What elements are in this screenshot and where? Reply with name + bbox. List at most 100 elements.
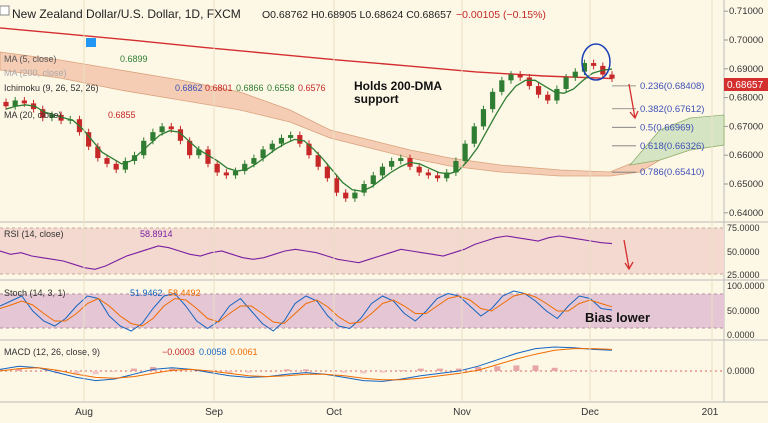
rsi-axis-label: 75.0000 xyxy=(727,223,760,233)
candle-body xyxy=(416,166,422,173)
macd-signal-value: 0.0061 xyxy=(230,347,258,357)
candle-body xyxy=(480,109,487,127)
macd-histogram-bar xyxy=(456,368,462,371)
ma200-legend-label: MA (200, close) xyxy=(4,68,67,78)
candle-body xyxy=(214,163,220,173)
candle-body xyxy=(572,71,578,78)
stoch-k-polyline xyxy=(0,290,613,332)
time-tick-label: Sep xyxy=(205,407,223,418)
macd-axis-label: 0.0000 xyxy=(727,366,755,376)
macd-histogram-bar xyxy=(609,371,615,372)
candle-body xyxy=(122,160,128,170)
rsi-band xyxy=(0,228,724,274)
candle-body xyxy=(251,158,257,164)
candle-body xyxy=(21,100,27,104)
price-tick-label: 0.67000 xyxy=(729,121,763,132)
stoch-legend-label: Stoch (14, 3, 1) xyxy=(4,288,66,298)
candle-body xyxy=(260,149,266,159)
stoch-band xyxy=(0,294,724,328)
price-tick-label: 0.65000 xyxy=(729,179,763,190)
candle-body xyxy=(141,140,147,156)
candle-body xyxy=(398,158,404,161)
fib-level-label: 0.786(0.65410) xyxy=(640,167,704,178)
candle-body xyxy=(40,109,46,118)
macd-histogram-bar xyxy=(303,369,309,371)
candle-body xyxy=(159,126,165,133)
ma5-polyline xyxy=(5,68,613,192)
candle-body xyxy=(425,172,431,176)
candle-body xyxy=(563,77,569,89)
rsi-down-arrow-icon xyxy=(624,261,634,271)
chart-title: New Zealand Dollar/U.S. Dollar, 1D, FXCM xyxy=(12,7,241,21)
stoch-d-polyline xyxy=(0,292,613,327)
macd-histogram-bar xyxy=(341,371,348,373)
stoch-k-value: 51.9462 xyxy=(130,288,163,298)
time-axis-labels: Aug Sep Oct Nov Dec 201 xyxy=(75,407,719,418)
ichimoku-v3: 0.6866 xyxy=(236,83,264,93)
bias-annotation: Bias lower xyxy=(585,310,650,325)
candle-body xyxy=(113,163,119,170)
candle-body xyxy=(490,91,496,110)
macd-histogram-bar xyxy=(436,368,443,371)
macd-histogram-bar xyxy=(245,371,252,373)
macd-lines xyxy=(0,346,724,382)
time-tick-label: Nov xyxy=(453,407,471,418)
stoch-d-value: 58.4492 xyxy=(168,288,201,298)
macd-histogram-bar xyxy=(130,368,137,371)
macd-histogram-bar xyxy=(0,369,3,371)
macd-histogram-bar xyxy=(532,365,539,371)
candle-body xyxy=(58,114,64,121)
macd-histogram-bar xyxy=(73,371,80,375)
fib-level-label: 0.236(0.68408) xyxy=(640,81,704,92)
candle-body xyxy=(288,135,294,138)
macd-histogram-bar xyxy=(398,370,405,371)
macd-histogram-bar xyxy=(551,367,558,371)
candle-body xyxy=(591,63,597,66)
time-tick-label: Oct xyxy=(326,407,342,418)
ichimoku-cloud-bull xyxy=(628,114,725,166)
candle-body xyxy=(306,143,312,156)
macd-histogram-bar xyxy=(111,371,118,372)
candle-body xyxy=(3,101,9,107)
macd-histogram-bar xyxy=(475,367,482,371)
ma5-legend-label: MA (5, close) xyxy=(4,54,57,64)
macd-histogram-bar xyxy=(226,371,233,374)
eye-icon[interactable] xyxy=(86,38,96,47)
candle-body xyxy=(49,114,55,118)
macd-histogram-bar xyxy=(570,370,577,371)
candle-body xyxy=(389,160,395,167)
fib-level-label: 0.618(0.66326) xyxy=(640,141,704,152)
candle-body xyxy=(168,126,174,130)
candle-body xyxy=(434,175,441,179)
candle-body xyxy=(269,143,275,150)
candle-body xyxy=(379,166,386,176)
candle-body xyxy=(333,178,340,193)
candle-body xyxy=(242,163,248,172)
time-tick-label: Aug xyxy=(75,407,93,418)
candle-body xyxy=(196,149,202,156)
ichimoku-v4: 0.6558 xyxy=(267,83,295,93)
candle-body xyxy=(86,132,92,147)
rsi-axis-label: 50.0000 xyxy=(727,247,760,257)
candle-body xyxy=(554,88,560,101)
candle-body xyxy=(177,129,184,141)
macd-histogram-bar xyxy=(283,369,290,371)
ichimoku-v2: 0.6801 xyxy=(205,83,233,93)
down-arrow-icon xyxy=(629,110,639,120)
ma5-legend-value: 0.6899 xyxy=(120,54,148,64)
ma200-polyline xyxy=(0,27,613,80)
stoch-axis-label: 50.0000 xyxy=(727,306,760,316)
candle-body xyxy=(517,74,523,78)
candle-body xyxy=(581,63,588,72)
rsi-axis-label: 25.0000 xyxy=(727,270,760,280)
price-axis-background xyxy=(724,0,768,423)
macd-histogram-bar xyxy=(207,371,214,373)
rsi-polyline xyxy=(0,235,613,270)
collapse-icon[interactable] xyxy=(0,5,10,16)
candle-body xyxy=(324,166,330,179)
candle-body xyxy=(150,132,156,141)
macd-histogram-bar xyxy=(92,371,99,375)
ma20-legend-label: MA (20, close) xyxy=(4,110,62,120)
macd-histogram-bar xyxy=(360,371,367,374)
